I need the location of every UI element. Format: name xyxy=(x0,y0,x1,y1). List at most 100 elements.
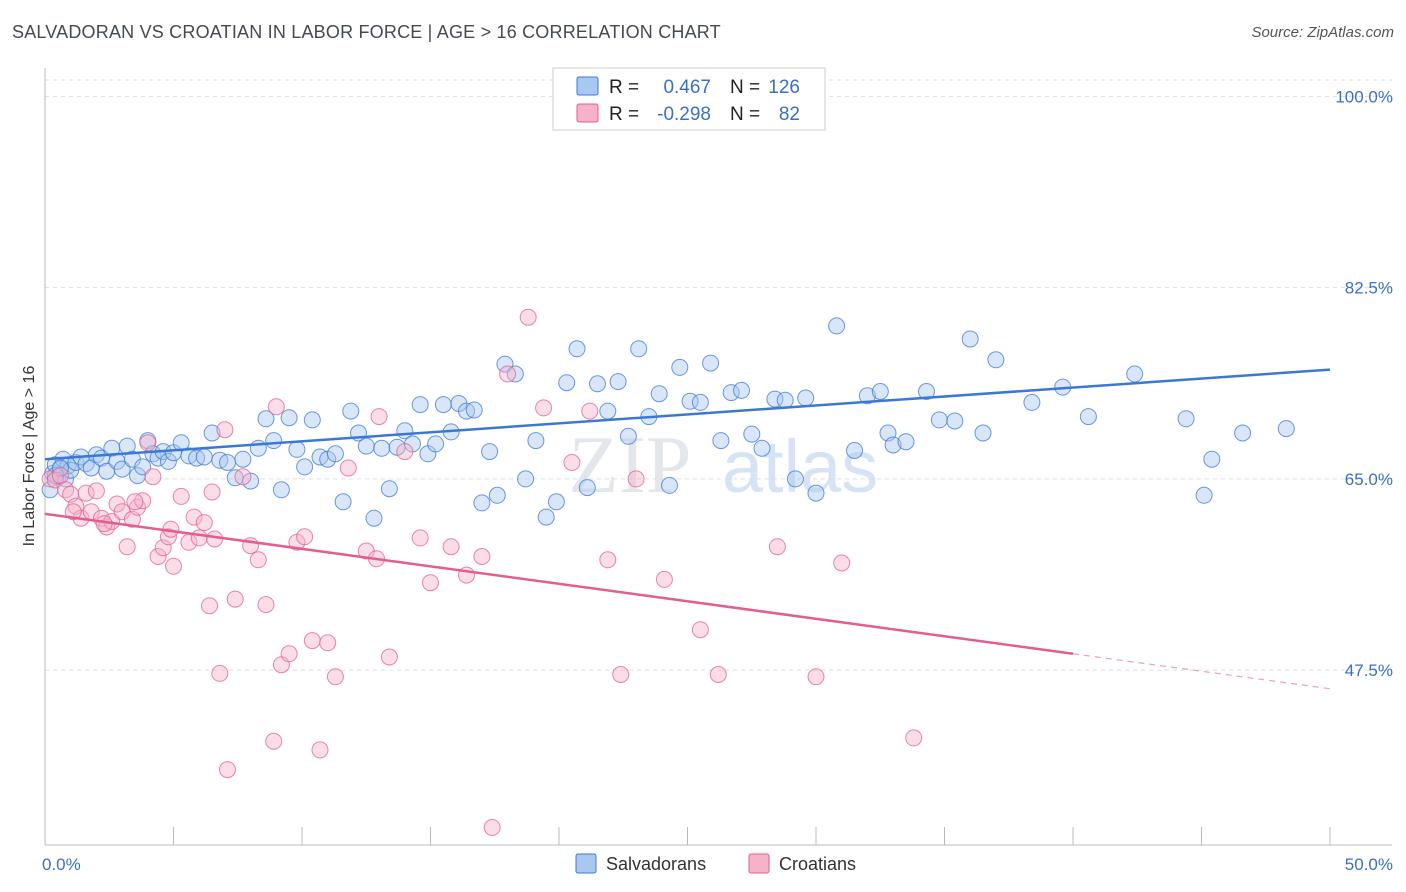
salvadoran-point-108 xyxy=(918,383,935,400)
salvadoran-point-45 xyxy=(303,411,321,429)
croatian-point-35 xyxy=(234,468,252,486)
salvadoran-point-98 xyxy=(786,470,804,488)
croatians-trend-line xyxy=(44,512,1074,655)
series-legend-swatch-salvadorans xyxy=(575,853,597,874)
salvadoran-point-93 xyxy=(733,381,750,399)
y-tick-label-2: 82.5% xyxy=(1345,279,1393,298)
tick-labels: 47.5% 65.0% 82.5% 100.0% 0.0% 50.0% xyxy=(42,87,1393,874)
croatian-point-33 xyxy=(219,761,236,779)
trend-lines xyxy=(44,368,1331,690)
axes xyxy=(44,68,1392,846)
y-axis-label: In Labor Force | Age > 16 xyxy=(21,366,38,547)
salvadoran-point-97 xyxy=(776,391,794,409)
salvadoran-point-53 xyxy=(365,509,383,527)
croatian-point-72 xyxy=(905,729,923,747)
salvadoran-point-49 xyxy=(334,493,352,511)
croatian-point-64 xyxy=(612,666,630,683)
croatian-point-78 xyxy=(64,503,82,521)
croatian-point-9 xyxy=(87,482,105,500)
salvadoran-point-75 xyxy=(547,493,565,511)
x-tick-label-0: 0.0% xyxy=(42,855,81,874)
salvadoran-point-110 xyxy=(946,412,964,430)
salvadoran-point-70 xyxy=(496,355,514,373)
legend-r-value-2: -0.298 xyxy=(657,104,711,125)
croatian-point-73 xyxy=(203,483,221,501)
croatian-point-46 xyxy=(319,634,337,652)
croatian-point-80 xyxy=(126,493,144,511)
salvadoran-point-104 xyxy=(871,383,889,400)
croatian-point-37 xyxy=(249,551,267,569)
chart-title: SALVADORAN VS CROATIAN IN LABOR FORCE | … xyxy=(12,22,721,42)
series-legend-label-salvadorans: Salvadorans xyxy=(606,854,706,874)
croatian-point-58 xyxy=(499,365,517,383)
salvadoran-point-78 xyxy=(578,479,596,497)
series-legend: Salvadorans Croatians xyxy=(575,853,856,874)
croatian-point-27 xyxy=(185,508,203,526)
croatian-point-22 xyxy=(154,539,172,557)
legend-n-label-1: N = xyxy=(730,77,760,98)
salvadoran-point-34 xyxy=(219,454,236,471)
croatian-point-67 xyxy=(691,621,709,639)
salvadoran-point-62 xyxy=(434,396,452,414)
salvadoran-point-119 xyxy=(1195,486,1213,504)
legend-r-label-2: R = xyxy=(609,104,639,125)
salvadoran-point-37 xyxy=(242,472,260,490)
croatian-point-57 xyxy=(483,819,501,836)
croatian-point-38 xyxy=(257,596,275,614)
croatian-point-15 xyxy=(118,538,136,556)
x-tick-label-1: 50.0% xyxy=(1345,855,1393,874)
croatian-point-66 xyxy=(655,570,673,588)
salvadoran-point-67 xyxy=(473,494,491,512)
croatian-point-45 xyxy=(311,741,329,759)
salvadoran-point-113 xyxy=(987,351,1005,369)
croatian-point-76 xyxy=(339,459,357,477)
croatian-point-41 xyxy=(280,645,298,663)
salvadoran-point-94 xyxy=(743,425,761,443)
legend-swatch-blue xyxy=(576,76,599,96)
salvadoran-point-111 xyxy=(961,330,979,348)
salvadoran-point-120 xyxy=(1203,450,1221,468)
salvadoran-point-54 xyxy=(373,439,391,457)
salvadoran-point-72 xyxy=(517,470,535,488)
salvadoran-point-76 xyxy=(558,374,576,392)
legend-n-value-2: 82 xyxy=(779,104,800,125)
series-legend-swatch-croatians xyxy=(748,853,770,874)
croatian-point-43 xyxy=(296,528,314,546)
salvadoran-point-48 xyxy=(326,445,344,463)
salvadoran-point-83 xyxy=(630,340,648,358)
legend-n-label-2: N = xyxy=(730,104,760,125)
salvadorans-points xyxy=(41,317,1295,527)
salvadoran-point-85 xyxy=(650,385,668,403)
salvadoran-point-55 xyxy=(380,480,398,498)
salvadoran-point-117 xyxy=(1126,365,1144,383)
croatian-point-28 xyxy=(190,529,208,547)
croatian-point-51 xyxy=(396,443,414,461)
legend-swatch-pink xyxy=(576,103,599,123)
y-tick-label-1: 65.0% xyxy=(1345,470,1393,489)
croatian-point-54 xyxy=(442,538,460,556)
croatian-point-53 xyxy=(422,574,439,592)
croatian-point-47 xyxy=(326,668,344,686)
salvadoran-point-61 xyxy=(427,435,445,453)
salvadoran-point-43 xyxy=(288,440,306,458)
croatian-point-25 xyxy=(172,487,190,505)
croatian-point-52 xyxy=(411,529,429,547)
salvadoran-point-82 xyxy=(619,427,637,445)
salvadoran-point-68 xyxy=(481,443,499,461)
salvadoran-point-79 xyxy=(589,375,606,393)
croatian-point-77 xyxy=(370,408,388,426)
salvadoran-point-44 xyxy=(296,458,314,476)
salvadoran-point-118 xyxy=(1177,410,1195,428)
salvadoran-point-90 xyxy=(702,354,720,372)
salvadoran-point-116 xyxy=(1079,408,1097,426)
salvadoran-point-86 xyxy=(661,476,678,494)
croatian-point-30 xyxy=(201,597,218,615)
croatian-point-20 xyxy=(144,468,162,486)
croatians-trend-extension xyxy=(1072,653,1331,690)
croatian-point-60 xyxy=(535,399,553,417)
legend-n-value-1: 126 xyxy=(768,77,800,98)
y-tick-label-0: 47.5% xyxy=(1345,661,1393,680)
croatian-point-61 xyxy=(563,454,581,471)
legend-r-label-1: R = xyxy=(609,77,639,98)
croatian-point-32 xyxy=(211,664,229,682)
